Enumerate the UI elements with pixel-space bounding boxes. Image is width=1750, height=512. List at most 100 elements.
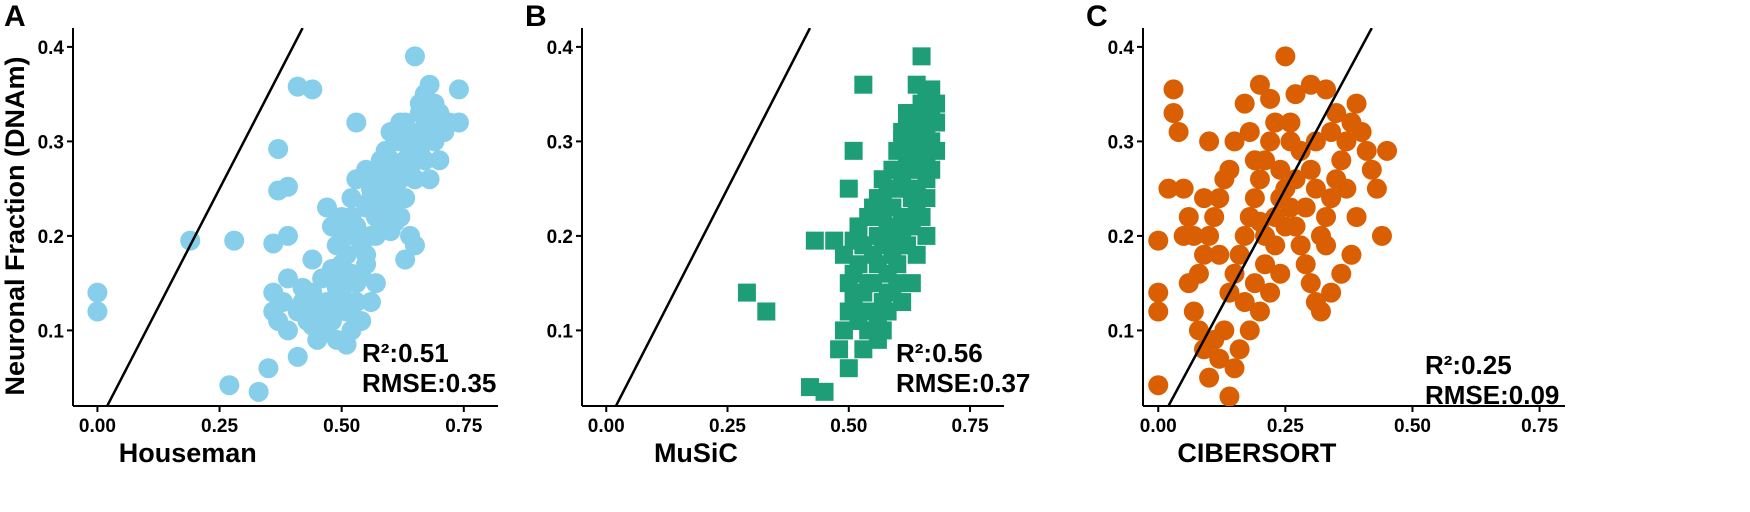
panel-c-data-point — [1188, 263, 1209, 284]
panel-b-data-point — [839, 359, 858, 378]
panel-c-data-point — [1158, 178, 1179, 199]
panel-c-data-point — [1219, 159, 1240, 180]
panel-c-data-point — [1199, 367, 1220, 388]
panel-b-data-point — [868, 255, 887, 274]
panel-a-data-point — [321, 258, 342, 279]
panel-c-y-tick-label: 0.1 — [1108, 321, 1135, 342]
panel-a-data-point — [258, 358, 279, 379]
panel-b-data-point — [917, 189, 936, 208]
panel-c-data-point — [1265, 235, 1286, 256]
panel-b-data-point — [897, 179, 916, 198]
panel-b-r2-label: R²:0.56 — [896, 338, 983, 368]
panel-a-data-point — [224, 230, 245, 251]
panel-a-data-point — [307, 329, 328, 350]
panel-c-data-point — [1316, 79, 1337, 100]
panel-b-x-axis-title: MuSiC — [654, 438, 738, 468]
panel-c-data-point — [1239, 320, 1260, 341]
panel-b-data-point — [844, 283, 863, 302]
panel-b-data-point — [888, 255, 907, 274]
panel-c-data-point — [1285, 169, 1306, 190]
panel-b-data-point — [912, 47, 931, 66]
panel-c-data-point — [1295, 254, 1316, 275]
panel-c-data-point — [1351, 121, 1372, 142]
panel-c-data-point — [1148, 230, 1169, 251]
panel-c-data-point — [1361, 159, 1382, 180]
panel-a-data-point — [87, 282, 108, 303]
panel-c-data-point — [1199, 225, 1220, 246]
panel-c-data-point — [1234, 225, 1255, 246]
panel-a-data-point — [390, 207, 411, 227]
panel-a-data-point — [248, 381, 269, 402]
panel-c-data-point — [1183, 301, 1204, 322]
panel-a-data-point — [404, 169, 425, 190]
panel-a-data-point — [395, 188, 416, 209]
panel-c-data-point — [1290, 235, 1311, 256]
panel-c-y-tick-label: 0.4 — [1108, 38, 1135, 59]
panel-b-data-point — [854, 340, 873, 359]
panel-c-rmse-label: RMSE:0.09 — [1425, 380, 1559, 410]
panel-c-data-point — [1229, 244, 1250, 265]
panel-c-data-point — [1260, 282, 1281, 303]
panel-c-data-point — [1305, 131, 1326, 152]
panel-b-data-point — [922, 160, 941, 179]
panel-c-data-point — [1249, 74, 1270, 95]
panel-b-data-point — [864, 274, 883, 293]
panel-b-x-tick-label: 0.00 — [588, 416, 625, 437]
panel-b-data-point — [854, 236, 873, 255]
panel-c-data-point — [1148, 282, 1169, 303]
panel-b-data-point — [839, 179, 858, 198]
panel-b-data-point — [805, 231, 824, 250]
panel-a-data-point — [395, 249, 416, 270]
panel-b-data-point — [859, 208, 878, 226]
panel-c-y-tick-label: 0.2 — [1108, 227, 1134, 248]
panel-b-data-point — [815, 382, 834, 401]
panel-c-data-point — [1316, 207, 1337, 227]
panel-b-data-point — [902, 104, 921, 123]
panel-a-data-point — [287, 346, 308, 367]
panel-c-data-point — [1209, 244, 1230, 265]
panel-a-data-point — [341, 188, 362, 209]
panel-b-y-tick-label: 0.2 — [547, 227, 573, 248]
panel-a-data-point — [360, 292, 381, 313]
panel-a-data-point — [317, 197, 338, 218]
panel-a-data-point — [277, 320, 298, 341]
panel-b-x-tick-label: 0.25 — [709, 416, 746, 437]
panel-c-data-point — [1234, 93, 1255, 114]
panel-b-data-point — [922, 80, 941, 99]
panel-c-data-point — [1285, 84, 1306, 105]
panel-c-data-point — [1321, 188, 1342, 209]
panel-b-data-point — [902, 274, 921, 293]
panel-c-points — [1148, 46, 1398, 406]
panel-a-rmse-label: RMSE:0.35 — [362, 368, 496, 398]
panel-c-data-point — [1316, 235, 1337, 256]
panel-c-data-point — [1244, 273, 1265, 294]
panel-a-data-point — [346, 112, 367, 133]
panel-c-data-point — [1310, 301, 1331, 322]
panel-c-data-point — [1290, 140, 1311, 161]
panel-c-data-point — [1183, 225, 1204, 246]
panel-a-identity-line — [106, 28, 304, 406]
panel-a-data-point — [404, 46, 425, 67]
panel-a-data-point — [302, 79, 323, 100]
panel-c-data-point — [1214, 320, 1235, 341]
panel-c-data-point — [1326, 103, 1347, 124]
panel-c-data-point — [1178, 207, 1199, 227]
panel-c-data-point — [1371, 225, 1392, 246]
panel-c-data-point — [1249, 301, 1270, 322]
panel-a-y-tick-label: 0.2 — [38, 227, 64, 248]
panel-c-data-point — [1346, 207, 1367, 227]
panel-a-data-point — [273, 292, 294, 313]
panel-c-data-point — [1321, 282, 1342, 303]
panel-a-data-point — [292, 277, 313, 298]
panel-b-y-tick-label: 0.3 — [547, 132, 573, 153]
panel-b-data-point — [927, 113, 946, 132]
panel-c-data-point — [1163, 79, 1184, 100]
panel-a-data-point — [400, 121, 421, 142]
panel-b-letter: B — [525, 0, 547, 33]
panel-b-data-point — [844, 141, 863, 160]
panel-c-data-point — [1280, 112, 1301, 133]
panel-a-data-point — [448, 79, 469, 100]
panel-c-data-point — [1204, 207, 1225, 227]
panel-a-data-point — [302, 249, 323, 270]
panel-b-data-point — [907, 75, 926, 94]
